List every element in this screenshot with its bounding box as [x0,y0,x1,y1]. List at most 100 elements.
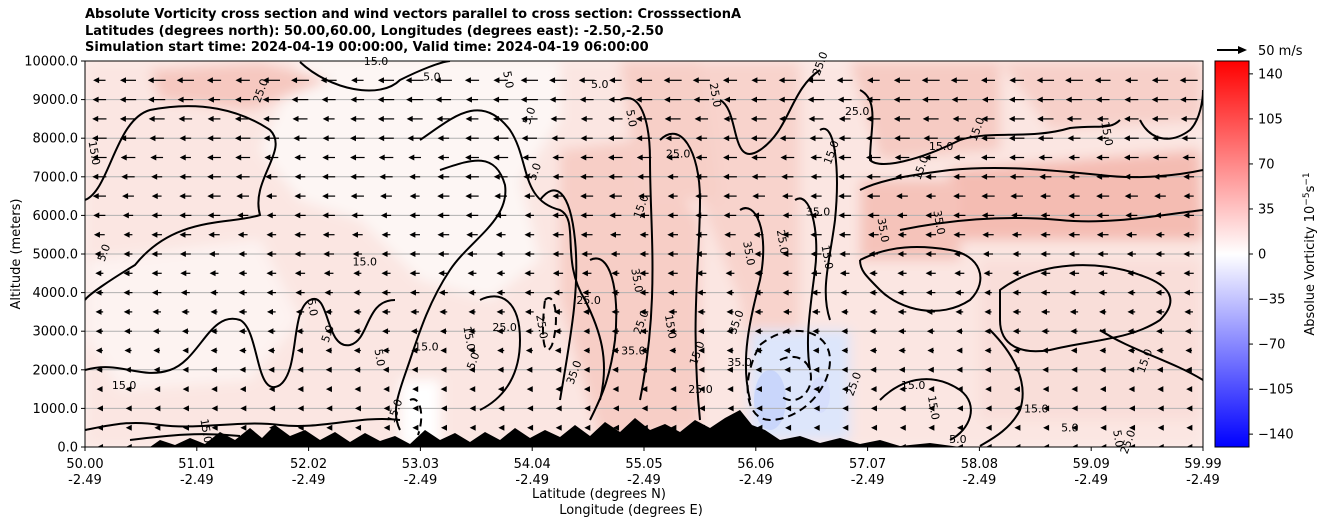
wind-vector [382,328,390,335]
wind-vector [695,154,708,161]
wind-vector [981,212,995,219]
wind-vector [123,270,133,277]
wind-vector [807,77,825,84]
wind-vector [841,328,848,335]
wind-vector [635,115,653,122]
wind-vector [781,173,794,180]
wind-vector [841,386,848,393]
wind-vector [608,154,623,161]
wind-vector [238,251,247,257]
wind-vector [610,251,620,257]
wind-vector [609,77,622,84]
wind-vector [1128,366,1135,373]
wind-vector [1151,96,1169,103]
wind-vector [640,328,648,335]
wind-vector [125,424,132,431]
wind-vector [1184,308,1193,315]
contour-line [999,264,1172,353]
wind-vector [234,115,251,122]
wind-vector [1099,386,1106,393]
wind-vector [782,231,793,238]
wind-vector [120,154,136,161]
wind-vector [552,270,564,277]
wind-vector [841,308,849,315]
wind-vector [267,308,276,315]
wind-vector [1095,96,1110,103]
wind-vector [638,212,650,219]
wind-vector [440,424,447,431]
wind-vector [838,135,851,142]
wind-vector [555,424,562,431]
wind-vector [926,308,935,315]
chart-title-line-2: Latitudes (degrees north): 50.00,60.00, … [85,24,664,39]
wind-vector [468,347,476,354]
wind-vector [382,366,390,373]
wind-vector [754,251,763,257]
wind-vector [580,135,593,142]
wind-vector [612,386,619,393]
wind-vector [125,444,132,447]
wind-vector [722,77,738,84]
wind-vector [409,212,420,219]
wind-vector [95,289,104,296]
wind-vector [1100,444,1107,447]
wind-vector [264,154,279,161]
wind-vector [896,193,908,200]
wind-vector [726,347,734,354]
wind-vector [641,405,648,412]
colorbar-tick-label: 70 [1258,157,1275,172]
contour-label: 15.0 [460,325,477,351]
wind-vector [526,386,533,393]
wind-vector [297,366,304,373]
contour-label: 15.0 [197,418,214,444]
wind-vector [782,289,793,296]
wind-vector [207,212,221,219]
wind-vector [667,289,678,296]
wind-vector [179,135,192,142]
wind-vector [754,270,763,277]
wind-vector [440,405,447,412]
wind-vector [695,173,708,180]
wind-vector [465,115,479,122]
wind-vector [409,270,420,277]
wind-vector [552,231,564,238]
wind-vector [294,193,306,200]
wind-vector [810,251,822,257]
wind-vector [267,328,276,335]
wind-vector [584,444,591,447]
wind-vector [524,231,535,238]
wind-vector [982,231,994,238]
wind-vector [182,366,189,373]
wind-vector [578,77,595,84]
wind-vector [665,135,680,142]
wind-vector [119,96,137,103]
wind-vector [922,115,939,122]
wind-vector [325,347,332,354]
wind-vector [92,154,107,161]
wind-vector [1040,289,1051,296]
wind-vector [727,405,734,412]
wind-vector [1180,96,1198,103]
wind-vector [1181,135,1196,142]
wind-vector [809,135,823,142]
wind-vector [496,328,505,335]
contour-label: 25.0 [576,294,601,307]
wind-vector [1040,193,1051,200]
wind-vector [210,366,218,373]
wind-vector [667,193,678,200]
wind-vector [465,135,479,142]
wind-vector [807,96,825,103]
wind-vector [695,193,708,200]
wind-vector [1065,77,1083,84]
wind-vector [322,231,335,238]
wind-vector [96,366,103,373]
contour-line [394,159,507,431]
wind-vector [838,154,852,161]
wind-vector [668,328,677,335]
wind-vector [322,212,335,219]
wind-vector [411,366,418,373]
wind-vector [953,212,966,219]
wind-vector [898,347,906,354]
x-tick-label-lat: 52.02 [290,457,327,472]
wind-vector [981,115,995,122]
